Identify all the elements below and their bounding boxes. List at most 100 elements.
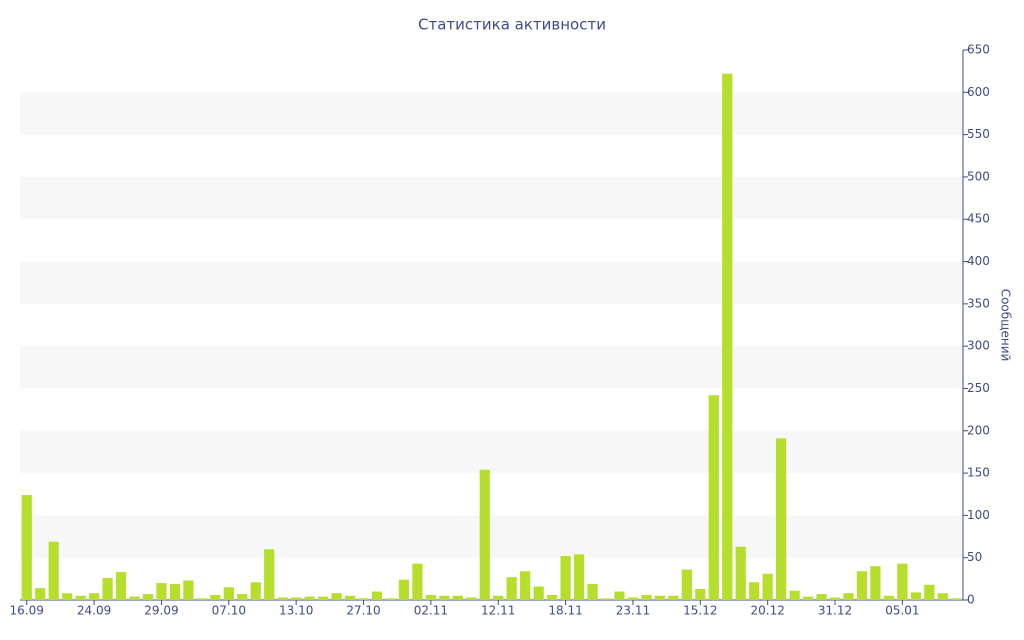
bar xyxy=(304,596,315,600)
bar xyxy=(695,589,706,600)
bar xyxy=(762,573,773,600)
bar xyxy=(371,591,383,600)
bar xyxy=(883,595,895,600)
x-tick-label: 16.09 xyxy=(10,604,44,618)
bar xyxy=(250,582,261,600)
bar xyxy=(506,577,517,600)
bar xyxy=(398,579,410,600)
grid xyxy=(20,92,963,558)
y-tick-label: 450 xyxy=(967,212,990,226)
bar xyxy=(277,597,288,600)
bar xyxy=(412,563,423,600)
bar xyxy=(789,590,800,600)
bar xyxy=(776,438,787,600)
bar xyxy=(35,588,46,600)
x-tick-label: 20.12 xyxy=(750,604,784,618)
bar xyxy=(452,595,463,600)
bar xyxy=(600,598,612,600)
bar xyxy=(843,593,854,600)
bar xyxy=(816,594,827,600)
bar xyxy=(829,597,841,600)
bar xyxy=(870,566,881,600)
bar xyxy=(237,594,248,600)
bar xyxy=(802,596,814,600)
bar xyxy=(88,593,100,600)
bar xyxy=(856,571,868,600)
bar xyxy=(951,598,962,600)
bar xyxy=(735,546,746,600)
chart-title: Статистика активности xyxy=(418,16,606,34)
bar xyxy=(897,563,908,600)
x-tick-label: 12.11 xyxy=(481,604,515,618)
bar xyxy=(129,596,140,600)
y-tick-label: 600 xyxy=(967,85,990,99)
bar xyxy=(210,594,221,600)
grid-band xyxy=(20,261,963,304)
bar xyxy=(627,597,639,600)
bar xyxy=(264,549,275,600)
bar xyxy=(317,596,329,600)
bar xyxy=(115,572,127,600)
bar xyxy=(547,594,558,600)
bar xyxy=(62,593,73,600)
bar xyxy=(196,598,207,600)
bar xyxy=(493,595,504,600)
grid-band xyxy=(20,92,963,135)
bar xyxy=(479,469,490,600)
bar xyxy=(142,594,154,600)
y-tick-label: 150 xyxy=(967,466,990,480)
y-tick-label: 250 xyxy=(967,381,990,395)
x-tick-label: 07.10 xyxy=(212,604,246,618)
bar xyxy=(48,541,59,600)
y-axis-title: Сообщений xyxy=(999,289,1013,362)
grid-band xyxy=(20,515,963,558)
bar xyxy=(641,594,652,600)
x-tick-label: 02.11 xyxy=(414,604,448,618)
y-tick-label: 0 xyxy=(967,593,975,607)
bar xyxy=(708,395,719,600)
x-tick-label: 23.11 xyxy=(616,604,650,618)
bar xyxy=(573,554,585,600)
bar xyxy=(358,598,369,600)
bar xyxy=(924,584,935,600)
y-tick-label: 350 xyxy=(967,296,990,310)
x-tick-label: 24.09 xyxy=(77,604,111,618)
y-tick-label: 650 xyxy=(967,43,990,57)
bar xyxy=(385,598,396,600)
bar xyxy=(587,583,598,600)
x-tick-label: 13.10 xyxy=(279,604,313,618)
bar xyxy=(937,593,948,600)
bar xyxy=(169,583,181,600)
y-tick-label: 100 xyxy=(967,508,990,522)
y-tick-label: 300 xyxy=(967,339,990,353)
x-tick-label: 27.10 xyxy=(346,604,380,618)
bar xyxy=(439,595,450,600)
bar xyxy=(331,593,342,600)
grid-band xyxy=(20,346,963,389)
bar xyxy=(533,586,544,600)
bar xyxy=(614,591,625,600)
bar xyxy=(344,595,356,600)
y-tick-label: 200 xyxy=(967,423,990,437)
y-tick-label: 50 xyxy=(967,550,982,564)
bar xyxy=(560,556,571,600)
grid-band xyxy=(20,176,963,220)
x-tick-label: 15.12 xyxy=(683,604,717,618)
x-tick-label: 05.01 xyxy=(885,604,919,618)
bar xyxy=(749,582,760,600)
bar xyxy=(910,592,921,600)
x-tick-label: 18.11 xyxy=(548,604,582,618)
bar xyxy=(425,594,436,600)
grid-band xyxy=(20,430,963,474)
bar xyxy=(668,595,679,600)
bar xyxy=(183,580,194,600)
x-tick-label: 29.09 xyxy=(144,604,178,618)
bar xyxy=(291,597,302,600)
bar xyxy=(722,73,733,600)
bar xyxy=(223,587,234,600)
x-tick-label: 31.12 xyxy=(818,604,852,618)
bar xyxy=(21,495,32,600)
bar xyxy=(75,595,86,600)
bar xyxy=(156,583,167,600)
y-tick-label: 400 xyxy=(967,254,990,268)
